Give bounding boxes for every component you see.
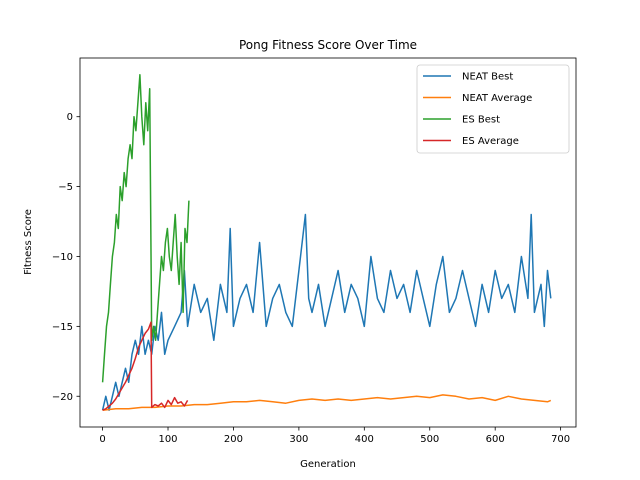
legend-label: NEAT Average — [462, 93, 532, 104]
y-tick-label: −5 — [58, 182, 73, 193]
legend-box — [416, 64, 570, 154]
x-tick-label: 600 — [486, 434, 505, 445]
y-tick-label: −20 — [52, 392, 73, 403]
x-tick-label: 700 — [551, 434, 570, 445]
x-tick-label: 100 — [158, 434, 177, 445]
y-tick-label: −10 — [52, 252, 73, 263]
series-line-neat-best — [101, 213, 552, 411]
x-tick-label: 400 — [355, 434, 374, 445]
x-tick-label: 200 — [224, 434, 243, 445]
x-axis-label: Generation — [300, 459, 356, 470]
axes: 0 100 200 300 400 500 600 700 −20 −15 −10 −5 0 — [52, 57, 577, 445]
series-line-es-average — [102, 321, 189, 411]
y-axis-label: Fitness Score — [23, 209, 34, 275]
legend-label: NEAT Best — [462, 72, 513, 83]
x-tick-label: 300 — [289, 434, 308, 445]
axes-frame — [79, 57, 577, 428]
legend-label: ES Average — [462, 136, 519, 147]
series-group — [101, 74, 552, 411]
y-tick-label: −15 — [52, 322, 73, 333]
legend: NEAT Best NEAT Average ES Best ES Average — [416, 64, 570, 154]
plot-area — [101, 74, 552, 411]
series-line-neat-average — [102, 394, 552, 411]
y-tick-label: 0 — [67, 112, 73, 123]
x-tick-label: 0 — [99, 434, 105, 445]
series-line-es-best — [101, 74, 190, 383]
legend-label: ES Best — [462, 115, 500, 126]
chart-title: Pong Fitness Score Over Time — [239, 38, 417, 52]
x-tick-label: 500 — [420, 434, 439, 445]
